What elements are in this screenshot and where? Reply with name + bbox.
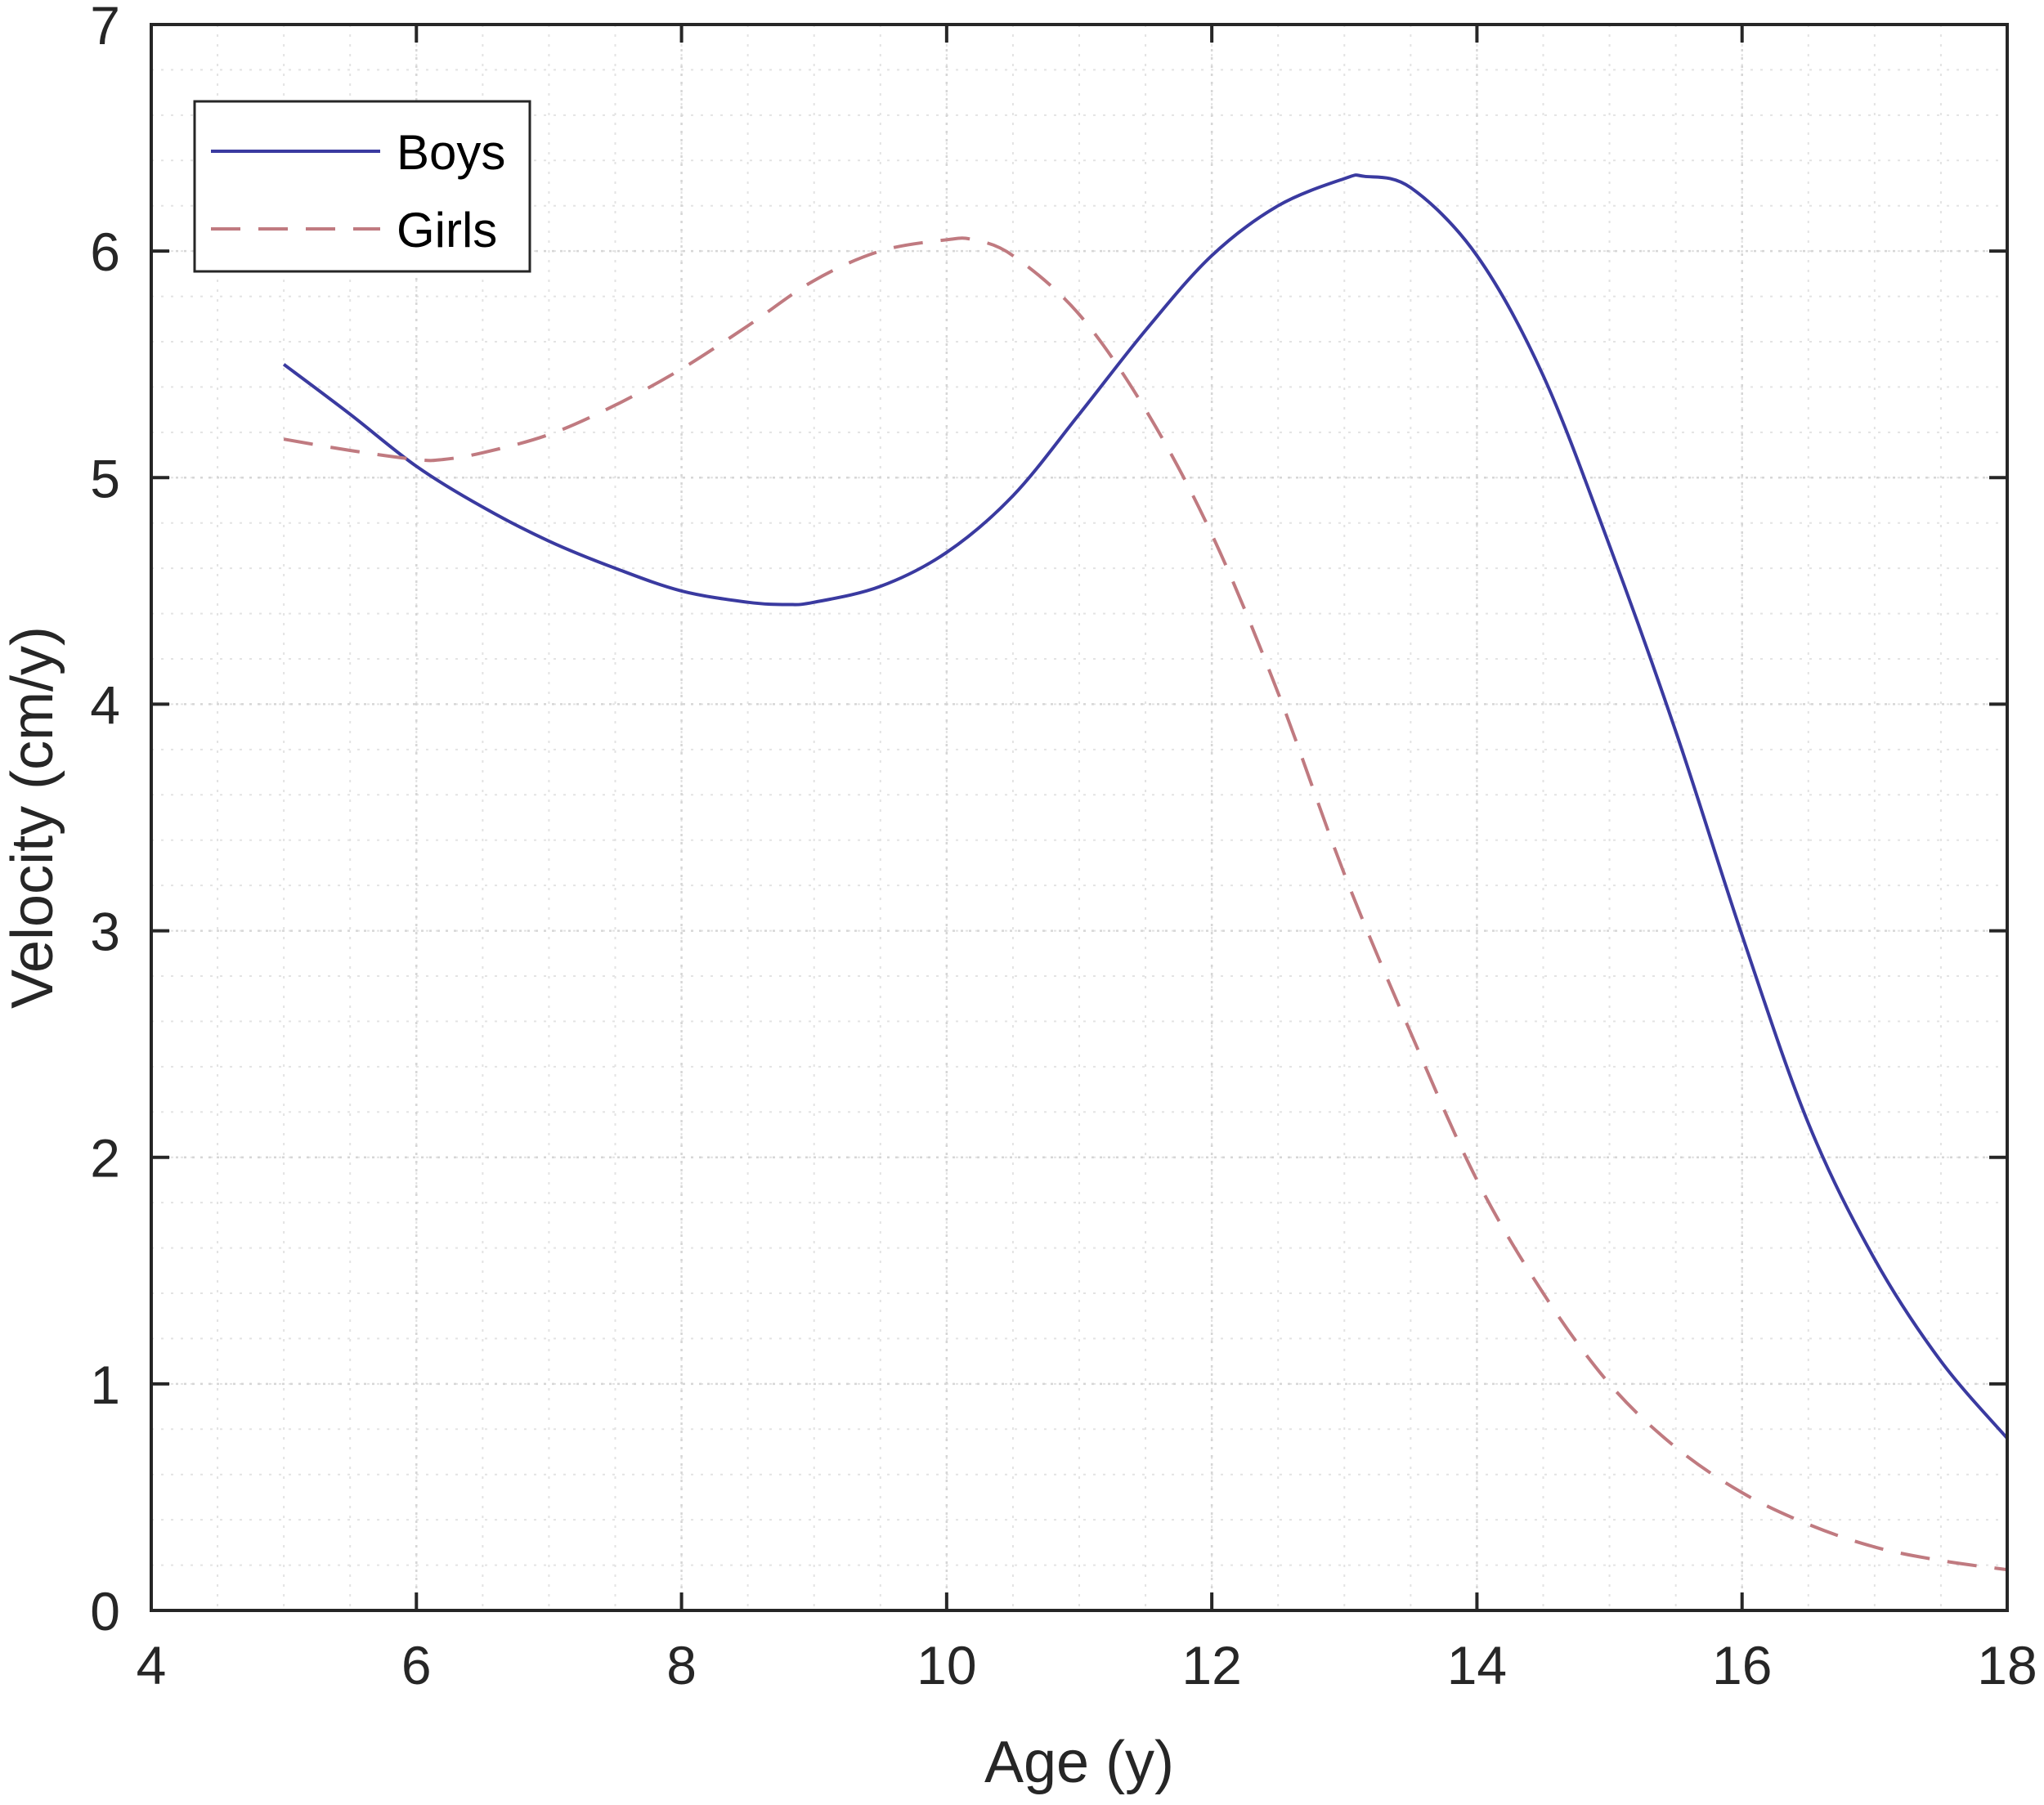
y-tick-label: 7 xyxy=(90,0,120,56)
y-tick-label: 5 xyxy=(90,448,120,508)
series-line-boys xyxy=(282,173,2009,1440)
y-tick-label: 2 xyxy=(90,1128,120,1189)
legend-label-boys: Boys xyxy=(397,125,505,180)
y-tick-label: 0 xyxy=(90,1581,120,1642)
legend-label-girls: Girls xyxy=(397,203,497,258)
x-axis-label: Age (y) xyxy=(984,1730,1174,1795)
x-tick-label: 4 xyxy=(137,1635,167,1695)
x-tick-label: 8 xyxy=(666,1635,697,1695)
series-line-girls xyxy=(283,236,2008,1572)
legend-box xyxy=(193,100,531,273)
legend: Boys Girls xyxy=(193,100,531,273)
y-tick-label: 4 xyxy=(90,674,120,735)
y-tick-label: 3 xyxy=(90,902,120,962)
x-tick-label: 18 xyxy=(1977,1635,2037,1695)
series-layer xyxy=(282,173,2009,1572)
plot-frame xyxy=(150,23,2009,1612)
y-tick-label: 1 xyxy=(90,1355,120,1415)
x-tick-label: 12 xyxy=(1181,1635,1241,1695)
y-axis-label: Velocity (cm/y) xyxy=(0,626,65,1009)
x-tick-label: 16 xyxy=(1712,1635,1772,1695)
x-tick-label: 14 xyxy=(1447,1635,1507,1695)
y-tick-label: 6 xyxy=(90,222,120,282)
plot-background xyxy=(151,25,2007,1610)
x-tick-label: 6 xyxy=(401,1635,432,1695)
axis-ticks xyxy=(150,23,2009,1612)
x-tick-label: 10 xyxy=(917,1635,976,1695)
